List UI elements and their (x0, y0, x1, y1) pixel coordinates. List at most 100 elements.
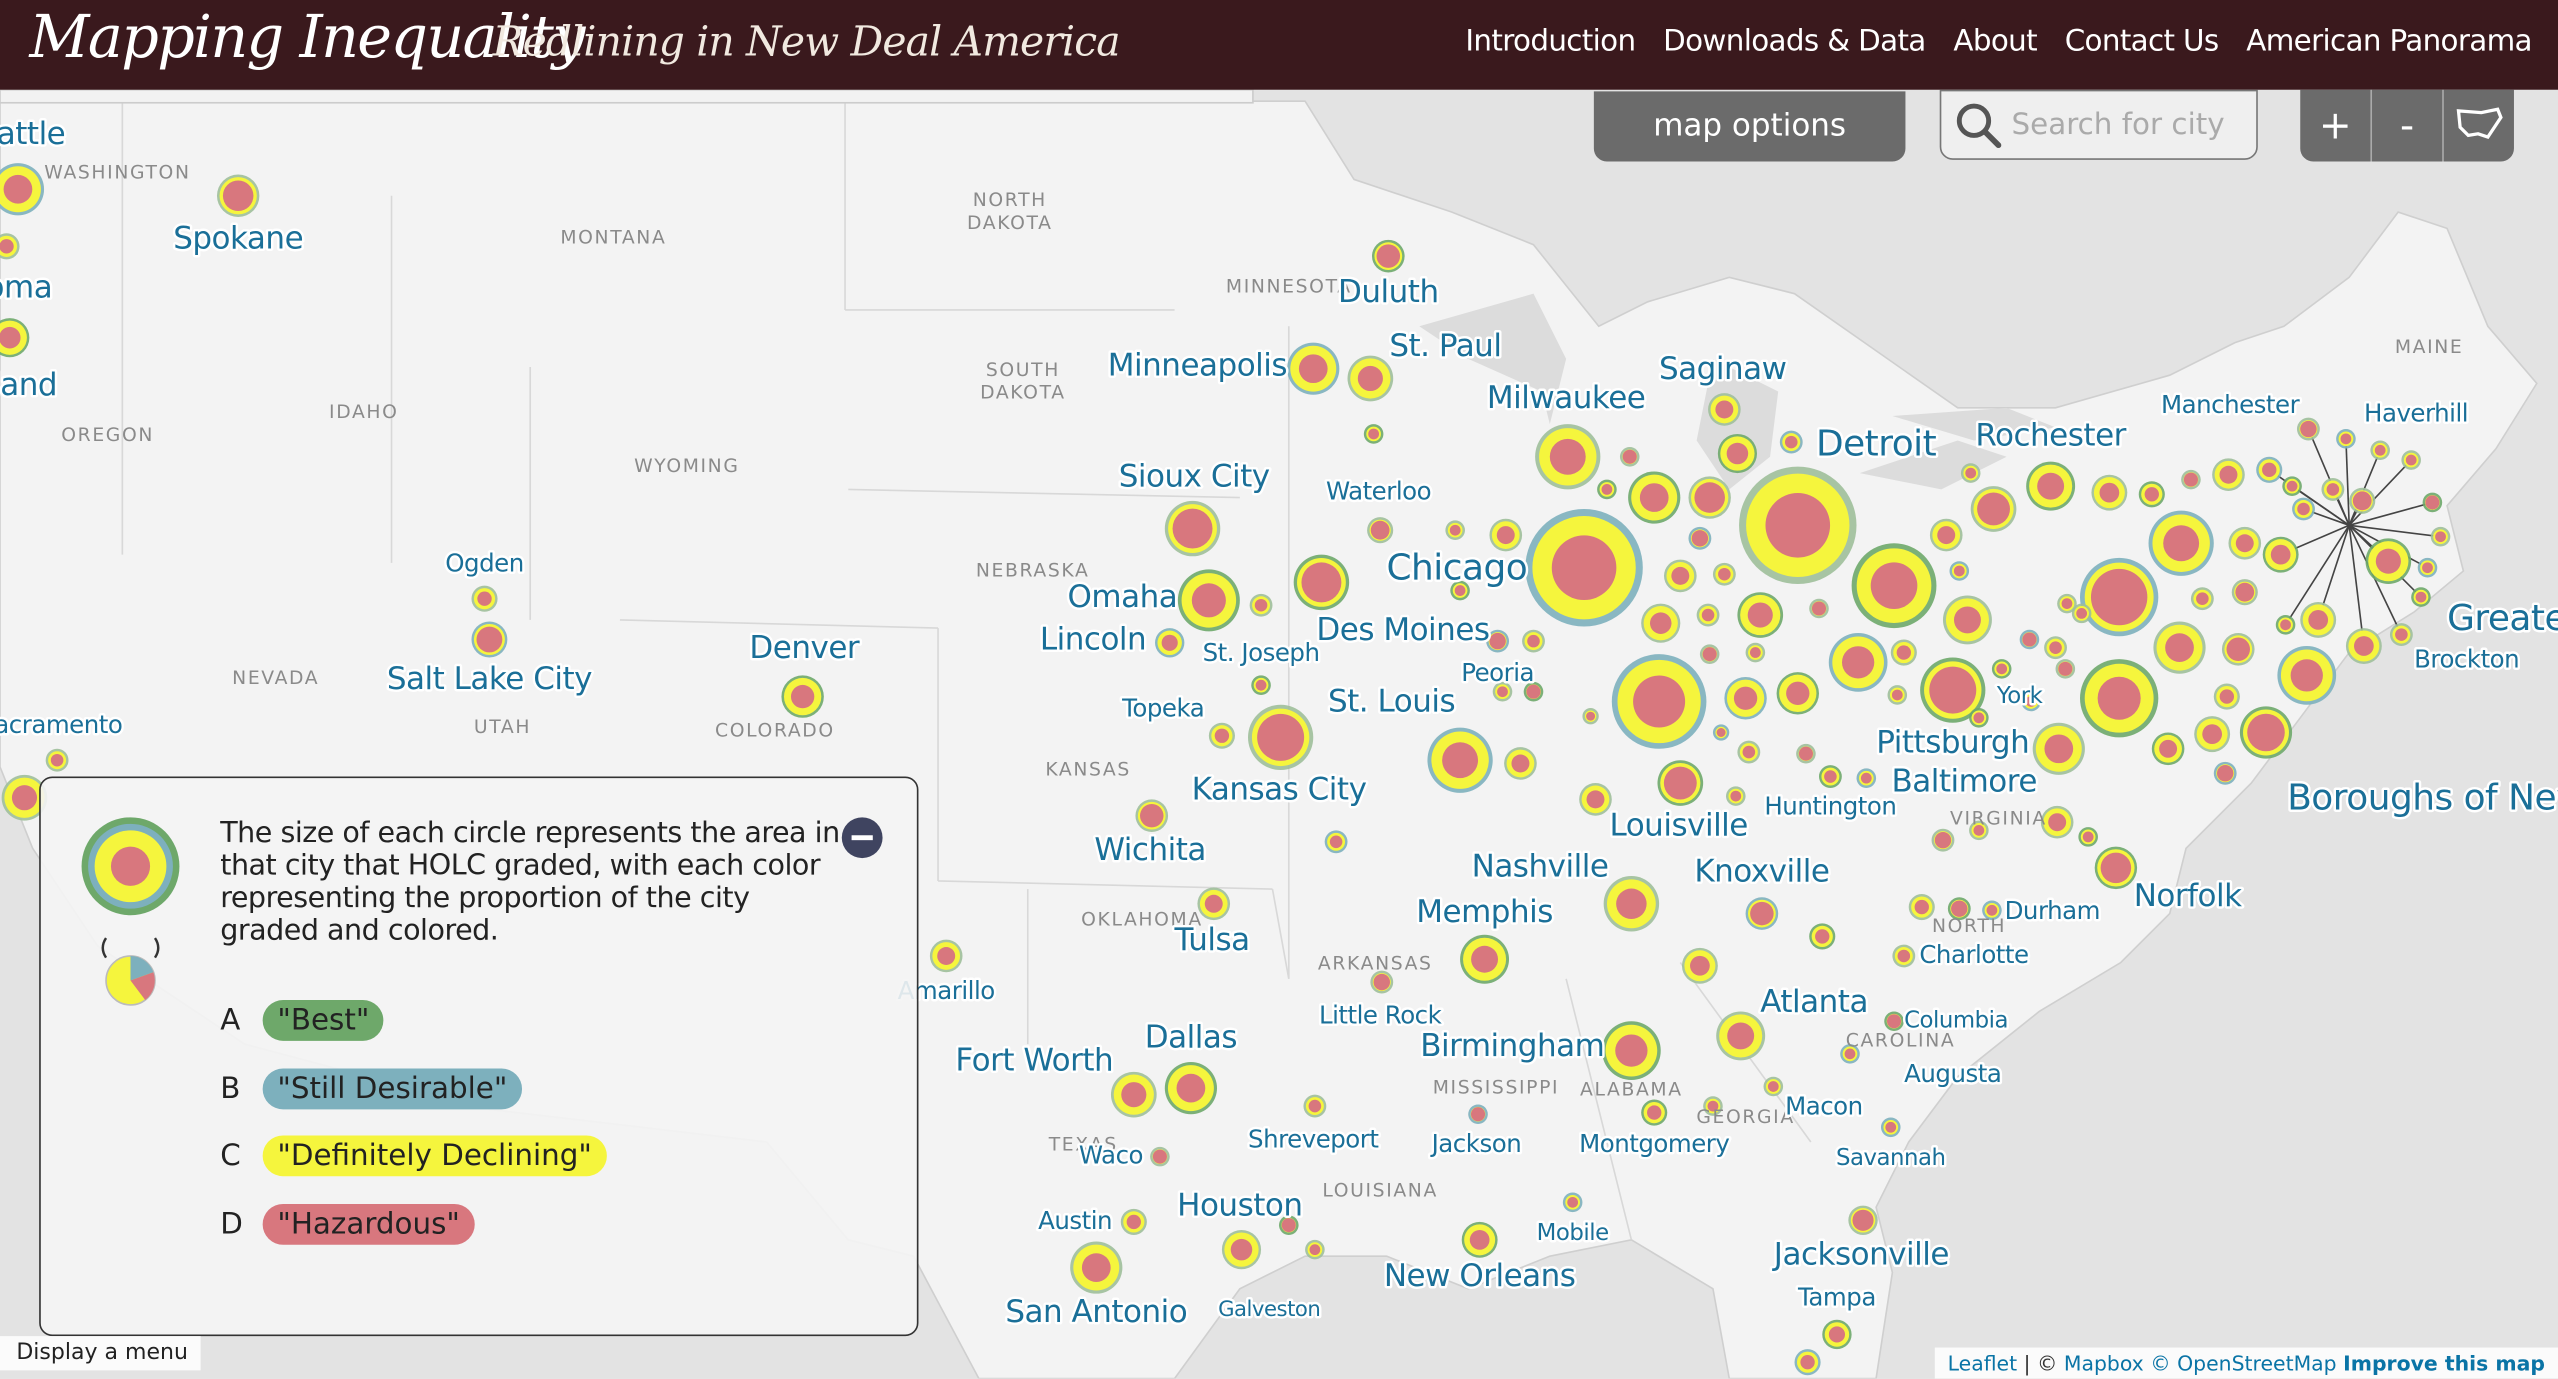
city-label[interactable]: Greater (2445, 595, 2558, 641)
city-marker[interactable] (1712, 724, 1730, 741)
city-label[interactable]: Shreveport (1246, 1122, 1383, 1156)
city-label[interactable]: Brockton (2412, 642, 2522, 676)
city-marker[interactable] (1688, 476, 1731, 519)
nav-link[interactable]: Contact Us (2064, 24, 2220, 59)
city-label[interactable]: Des Moines (1314, 609, 1493, 650)
city-marker[interactable] (1724, 677, 1767, 720)
city-label[interactable]: Duluth (1336, 272, 1442, 313)
city-marker[interactable] (1460, 934, 1510, 984)
city-marker[interactable] (1716, 1011, 1766, 1061)
city-marker[interactable] (2213, 761, 2237, 785)
city-label[interactable]: Seattle (0, 113, 68, 154)
city-marker[interactable] (1779, 430, 1803, 454)
city-label[interactable]: Manchester (2159, 388, 2304, 422)
city-label[interactable]: Peoria (1459, 655, 1537, 689)
city-marker[interactable] (471, 585, 498, 612)
city-marker[interactable] (2148, 510, 2214, 576)
city-marker[interactable] (1688, 526, 1712, 550)
city-marker[interactable] (1197, 887, 1231, 921)
city-marker[interactable] (1737, 592, 1784, 638)
city-label[interactable]: Tulsa (1171, 919, 1253, 960)
city-marker[interactable] (2401, 450, 2421, 470)
city-marker[interactable] (1681, 947, 1718, 984)
city-label[interactable]: Galveston (1216, 1294, 1324, 1324)
attr-link[interactable]: Improve this map (2343, 1350, 2545, 1376)
city-label[interactable]: Portland (0, 365, 60, 406)
city-marker[interactable] (1248, 704, 1314, 771)
city-label[interactable]: Waterloo (1323, 474, 1434, 508)
city-marker[interactable] (1582, 708, 1599, 725)
city-marker[interactable] (1562, 1192, 1583, 1213)
city-marker[interactable] (1794, 1349, 1821, 1376)
city-marker[interactable] (1717, 433, 1757, 474)
city-marker[interactable] (1960, 463, 1981, 483)
national-view[interactable] (2444, 90, 2514, 162)
city-marker[interactable] (2044, 636, 2067, 660)
city-marker[interactable] (1982, 900, 2002, 921)
city-marker[interactable] (2019, 629, 2040, 650)
nav-link[interactable]: Downloads & Data (1663, 24, 1926, 59)
city-marker[interactable] (1969, 708, 1989, 728)
city-label[interactable]: Houston (1175, 1185, 1306, 1226)
city-marker[interactable] (2181, 469, 2201, 490)
zoom-in[interactable]: + (2300, 89, 2373, 162)
city-marker[interactable] (2292, 497, 2315, 521)
city-marker[interactable] (2422, 492, 2443, 513)
city-marker[interactable] (1848, 1205, 1878, 1235)
city-label[interactable]: Lincoln (1037, 619, 1149, 660)
city-marker[interactable] (1851, 543, 1937, 629)
city-marker[interactable] (1579, 783, 1612, 816)
city-marker[interactable] (1427, 727, 1493, 793)
city-marker[interactable] (2275, 615, 2296, 635)
city-label[interactable]: Memphis (1414, 892, 1556, 933)
city-marker[interactable] (1603, 876, 1660, 932)
city-marker[interactable] (1492, 681, 1513, 702)
city-marker[interactable] (1796, 743, 1816, 764)
city-label[interactable]: Sacramento (0, 708, 125, 742)
city-marker[interactable] (2091, 474, 2128, 511)
city-label[interactable]: Pittsburgh (1874, 722, 2032, 763)
city-label[interactable]: Minneapolis (1105, 345, 1290, 386)
city-label[interactable]: Atlanta (1758, 981, 1871, 1022)
city-marker[interactable] (1892, 944, 1916, 968)
city-marker[interactable] (1929, 518, 1963, 552)
city-label[interactable]: York (1993, 681, 2046, 712)
city-label[interactable]: Wichita (1092, 830, 1209, 871)
city-label[interactable]: Macon (1783, 1089, 1866, 1123)
city-marker[interactable] (1110, 1071, 1157, 1118)
city-label[interactable]: Jackson (1427, 1127, 1524, 1161)
city-label[interactable]: Denver (747, 627, 863, 668)
city-marker[interactable] (1696, 603, 1720, 627)
city-marker[interactable] (1486, 629, 1510, 653)
city-marker[interactable] (45, 748, 69, 772)
city-marker[interactable] (1535, 424, 1601, 490)
city-label[interactable]: Montgomery (1577, 1127, 1733, 1161)
city-marker[interactable] (2213, 683, 2240, 710)
city-marker[interactable] (1363, 424, 1384, 444)
city-marker[interactable] (2057, 593, 2077, 614)
city-marker[interactable] (0, 318, 30, 358)
city-marker[interactable] (1745, 642, 1766, 663)
city-marker[interactable] (1708, 393, 1741, 426)
city-marker[interactable] (2032, 722, 2085, 775)
city-marker[interactable] (1324, 830, 1348, 854)
city-marker[interactable] (2321, 477, 2345, 501)
zoom-out[interactable]: - (2372, 89, 2444, 162)
city-label[interactable]: Haverhill (2362, 396, 2471, 430)
city-label[interactable]: Tacoma (0, 267, 55, 308)
city-marker[interactable] (1522, 629, 1545, 653)
city-label[interactable]: Waco (1076, 1138, 1145, 1172)
city-marker[interactable] (1942, 595, 1992, 645)
city-marker[interactable] (1763, 1076, 1784, 1097)
nav-link[interactable]: About (1953, 24, 2037, 59)
city-label[interactable]: Austin (1036, 1203, 1115, 1237)
city-marker[interactable] (2094, 846, 2138, 890)
city-marker[interactable] (2221, 632, 2255, 666)
city-marker[interactable] (2277, 646, 2337, 705)
city-label[interactable]: Fort Worth (953, 1040, 1116, 1081)
legend-collapse[interactable] (841, 817, 883, 859)
city-marker[interactable] (1856, 768, 1877, 788)
city-marker[interactable] (2040, 805, 2074, 839)
city-marker[interactable] (2239, 706, 2293, 759)
city-label[interactable]: Tampa (1795, 1280, 1879, 1314)
